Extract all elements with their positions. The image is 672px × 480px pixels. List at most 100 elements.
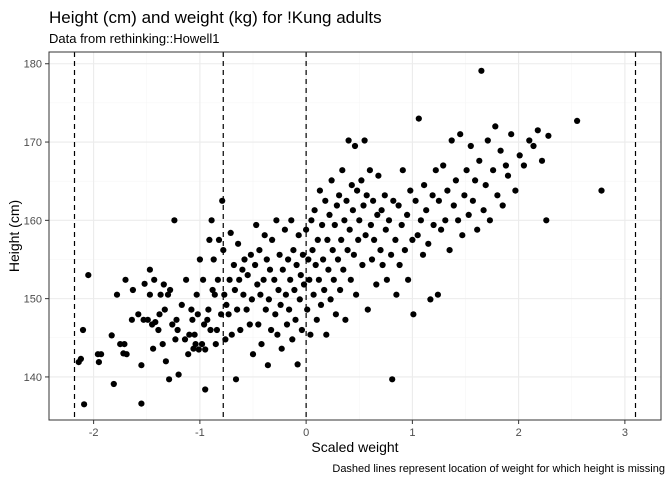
data-point	[530, 142, 537, 150]
data-point	[315, 276, 322, 283]
data-point	[474, 226, 481, 233]
data-point	[172, 336, 179, 343]
data-point	[312, 261, 319, 269]
data-point	[260, 276, 267, 283]
data-point	[486, 217, 493, 224]
data-point	[545, 132, 552, 139]
data-point	[494, 192, 501, 199]
data-point	[396, 261, 403, 269]
data-point	[266, 266, 274, 273]
data-point	[434, 291, 441, 298]
data-point	[393, 291, 400, 298]
data-point	[304, 306, 311, 313]
data-point	[98, 351, 105, 358]
data-point	[339, 167, 346, 174]
data-point	[381, 192, 388, 199]
y-tick-label: 160	[24, 215, 42, 227]
data-point	[311, 207, 318, 214]
data-point	[166, 376, 173, 383]
data-points	[75, 67, 605, 408]
data-point	[316, 187, 323, 194]
data-point	[205, 306, 212, 313]
data-point	[410, 311, 417, 318]
data-point	[526, 137, 533, 144]
data-point	[235, 240, 242, 247]
data-point	[438, 226, 445, 233]
data-point	[336, 192, 343, 199]
data-point	[243, 306, 250, 313]
data-point	[323, 331, 330, 338]
data-point	[263, 256, 270, 263]
data-point	[155, 326, 162, 334]
data-point	[329, 247, 336, 254]
data-point	[195, 346, 202, 353]
data-point	[375, 172, 382, 179]
data-point	[204, 316, 211, 323]
data-point	[255, 321, 262, 328]
data-point	[129, 286, 136, 294]
data-point	[218, 311, 225, 318]
data-point	[446, 247, 453, 254]
data-point	[282, 291, 289, 298]
data-point	[305, 256, 312, 263]
data-point	[185, 351, 192, 358]
data-point	[320, 256, 327, 263]
data-point	[240, 291, 247, 298]
data-point	[330, 276, 337, 283]
data-point	[348, 182, 355, 189]
data-point	[208, 217, 215, 224]
data-point	[328, 177, 335, 184]
data-point	[161, 306, 168, 313]
data-point	[146, 291, 153, 298]
x-tick-label: 1	[409, 427, 415, 439]
data-point	[135, 311, 142, 318]
data-point	[358, 177, 365, 184]
data-point	[538, 157, 546, 164]
data-point	[121, 341, 128, 348]
data-point	[223, 301, 230, 308]
data-point	[405, 276, 412, 283]
data-point	[285, 256, 292, 263]
data-point	[192, 341, 199, 348]
data-point	[244, 272, 251, 279]
data-point	[247, 251, 254, 258]
major-gridlines	[49, 52, 661, 420]
data-point	[232, 376, 240, 383]
data-point	[512, 187, 519, 194]
data-point	[333, 202, 340, 209]
data-point	[269, 236, 276, 243]
data-point	[313, 316, 320, 323]
data-point	[404, 211, 411, 218]
data-point	[209, 286, 216, 294]
data-point	[296, 296, 303, 303]
data-point	[202, 386, 209, 393]
x-tick-label: 2	[516, 427, 522, 439]
data-point	[113, 291, 121, 298]
data-point	[201, 321, 208, 328]
data-point	[226, 276, 233, 283]
x-tick-label: 3	[622, 427, 628, 439]
data-point	[122, 276, 129, 283]
data-point	[432, 167, 439, 174]
data-point	[189, 316, 196, 323]
data-point	[196, 256, 203, 263]
data-point	[401, 247, 408, 254]
data-point	[159, 341, 166, 348]
data-point	[202, 346, 209, 353]
data-point	[252, 261, 259, 269]
data-point	[419, 251, 427, 258]
data-point	[221, 291, 228, 298]
data-point	[455, 217, 462, 224]
data-point	[193, 291, 200, 298]
x-tick-label: 0	[303, 427, 309, 439]
data-point	[417, 217, 424, 224]
data-point	[254, 281, 261, 288]
data-point	[286, 306, 293, 313]
y-tick-label: 150	[24, 294, 42, 306]
data-point	[191, 331, 198, 338]
data-point	[398, 221, 405, 229]
data-point	[350, 251, 357, 258]
data-point	[264, 362, 271, 369]
data-point	[340, 266, 347, 273]
data-point	[362, 232, 369, 239]
